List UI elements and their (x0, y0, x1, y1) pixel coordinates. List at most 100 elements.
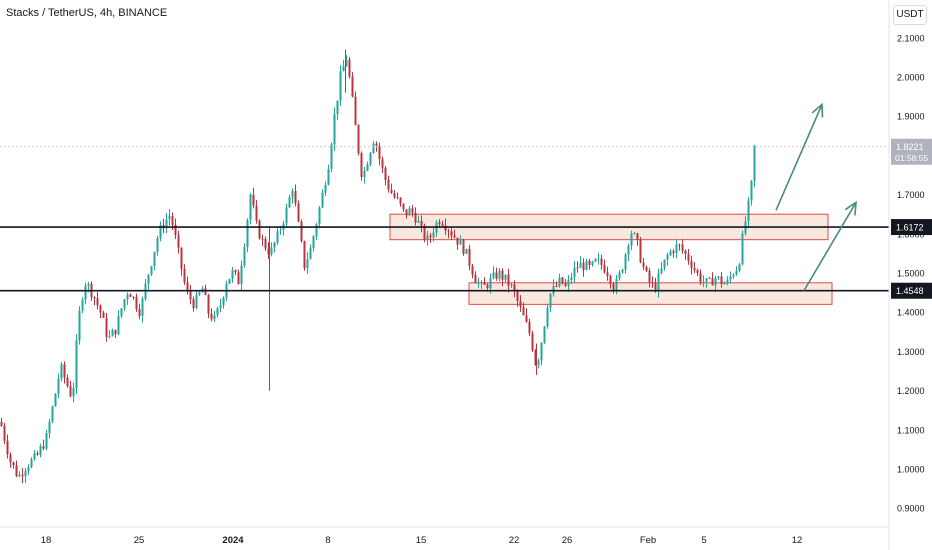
candle-body (213, 315, 216, 320)
currency-button[interactable]: USDT (893, 5, 927, 25)
time-tick-label: 2024 (222, 535, 244, 546)
candle-body (219, 305, 222, 309)
candle-body (648, 270, 651, 283)
candle-body (81, 299, 84, 311)
candle-body (117, 316, 120, 335)
candle-body (753, 145, 756, 181)
candle-body (543, 326, 546, 343)
candle-body (609, 276, 612, 285)
candle-body (720, 276, 723, 284)
candle-body (387, 179, 390, 190)
candle-body (207, 295, 210, 314)
candle-body (192, 299, 195, 309)
candle-body (138, 308, 141, 317)
candle-body (171, 215, 174, 225)
candle-body (570, 277, 573, 281)
candle-body (186, 282, 189, 292)
candle-body (177, 235, 180, 248)
candle-body (384, 167, 387, 180)
price-tick-label: 1.4000 (897, 308, 925, 318)
candle-body (723, 283, 726, 285)
candle-body (549, 293, 552, 308)
candle-body (279, 229, 282, 231)
candle-body (714, 277, 717, 286)
time-tick-label: 25 (134, 535, 145, 546)
candle-body (492, 272, 495, 278)
candle-body (327, 169, 330, 185)
candle-body (300, 221, 303, 241)
candle-body (717, 276, 720, 278)
time-tick-label: Feb (640, 535, 656, 546)
candle-body (108, 336, 111, 338)
candle-body (363, 170, 366, 177)
candle-body (249, 194, 252, 220)
candle-body (639, 240, 642, 263)
level-price-text: 1.6172 (896, 223, 924, 233)
candle-body (378, 145, 381, 160)
candle-body (597, 258, 600, 260)
candle-body (9, 454, 12, 463)
candle-body (51, 406, 54, 422)
candle-body (441, 224, 444, 226)
candle-body (354, 96, 357, 126)
time-tick-label: 12 (792, 535, 803, 546)
candle-body (75, 340, 78, 389)
candle-body (174, 224, 177, 236)
candle-body (489, 277, 492, 289)
candle-body (603, 264, 606, 273)
candle-body (276, 230, 279, 243)
candle-body (168, 215, 171, 220)
candle-body (564, 283, 567, 286)
candle-body (681, 244, 684, 251)
candle-body (573, 267, 576, 278)
candle-body (522, 306, 525, 316)
candle-body (150, 266, 153, 275)
candle-body (459, 239, 462, 245)
candle-body (351, 76, 354, 97)
candle-body (234, 270, 237, 273)
candle-body (675, 244, 678, 254)
candle-body (24, 471, 27, 477)
candle-body (267, 248, 270, 255)
candle-body (48, 421, 51, 434)
candle-body (210, 313, 213, 320)
candle-body (552, 285, 555, 294)
candle-body (705, 278, 708, 282)
candle-body (93, 296, 96, 299)
candle-body (39, 446, 42, 455)
candle-body (333, 114, 336, 145)
levels-layer (0, 146, 889, 292)
time-axis[interactable]: 18 25 2024 8 15 22 26 Feb 5 12 (41, 535, 803, 546)
candle-body (735, 270, 738, 275)
candle-body (291, 190, 294, 198)
level-price-tag (891, 219, 932, 236)
candle-body (342, 66, 345, 72)
candle-body (702, 281, 705, 283)
candle-body (345, 59, 348, 67)
zone-box (468, 282, 833, 305)
candle-body (576, 267, 579, 269)
candle-body (627, 245, 630, 255)
candle-body (495, 272, 498, 279)
candle-body (393, 193, 396, 198)
candle-body (462, 239, 465, 254)
candle-body (180, 247, 183, 269)
candle-body (303, 240, 306, 269)
candle-body (198, 292, 201, 295)
candle-body (375, 143, 378, 146)
candle-body (27, 467, 30, 472)
candle-body (408, 208, 411, 216)
candle-body (567, 280, 570, 286)
candle-body (426, 235, 429, 240)
candle-body (6, 440, 9, 455)
candle-body (45, 433, 48, 449)
candle-body (357, 125, 360, 154)
candle-body (510, 284, 513, 286)
candle-body (243, 247, 246, 266)
candle-body (747, 200, 750, 222)
candle-body (612, 284, 615, 291)
arrows-layer (775, 102, 857, 292)
candle-body (321, 192, 324, 208)
candle-body (411, 208, 414, 213)
